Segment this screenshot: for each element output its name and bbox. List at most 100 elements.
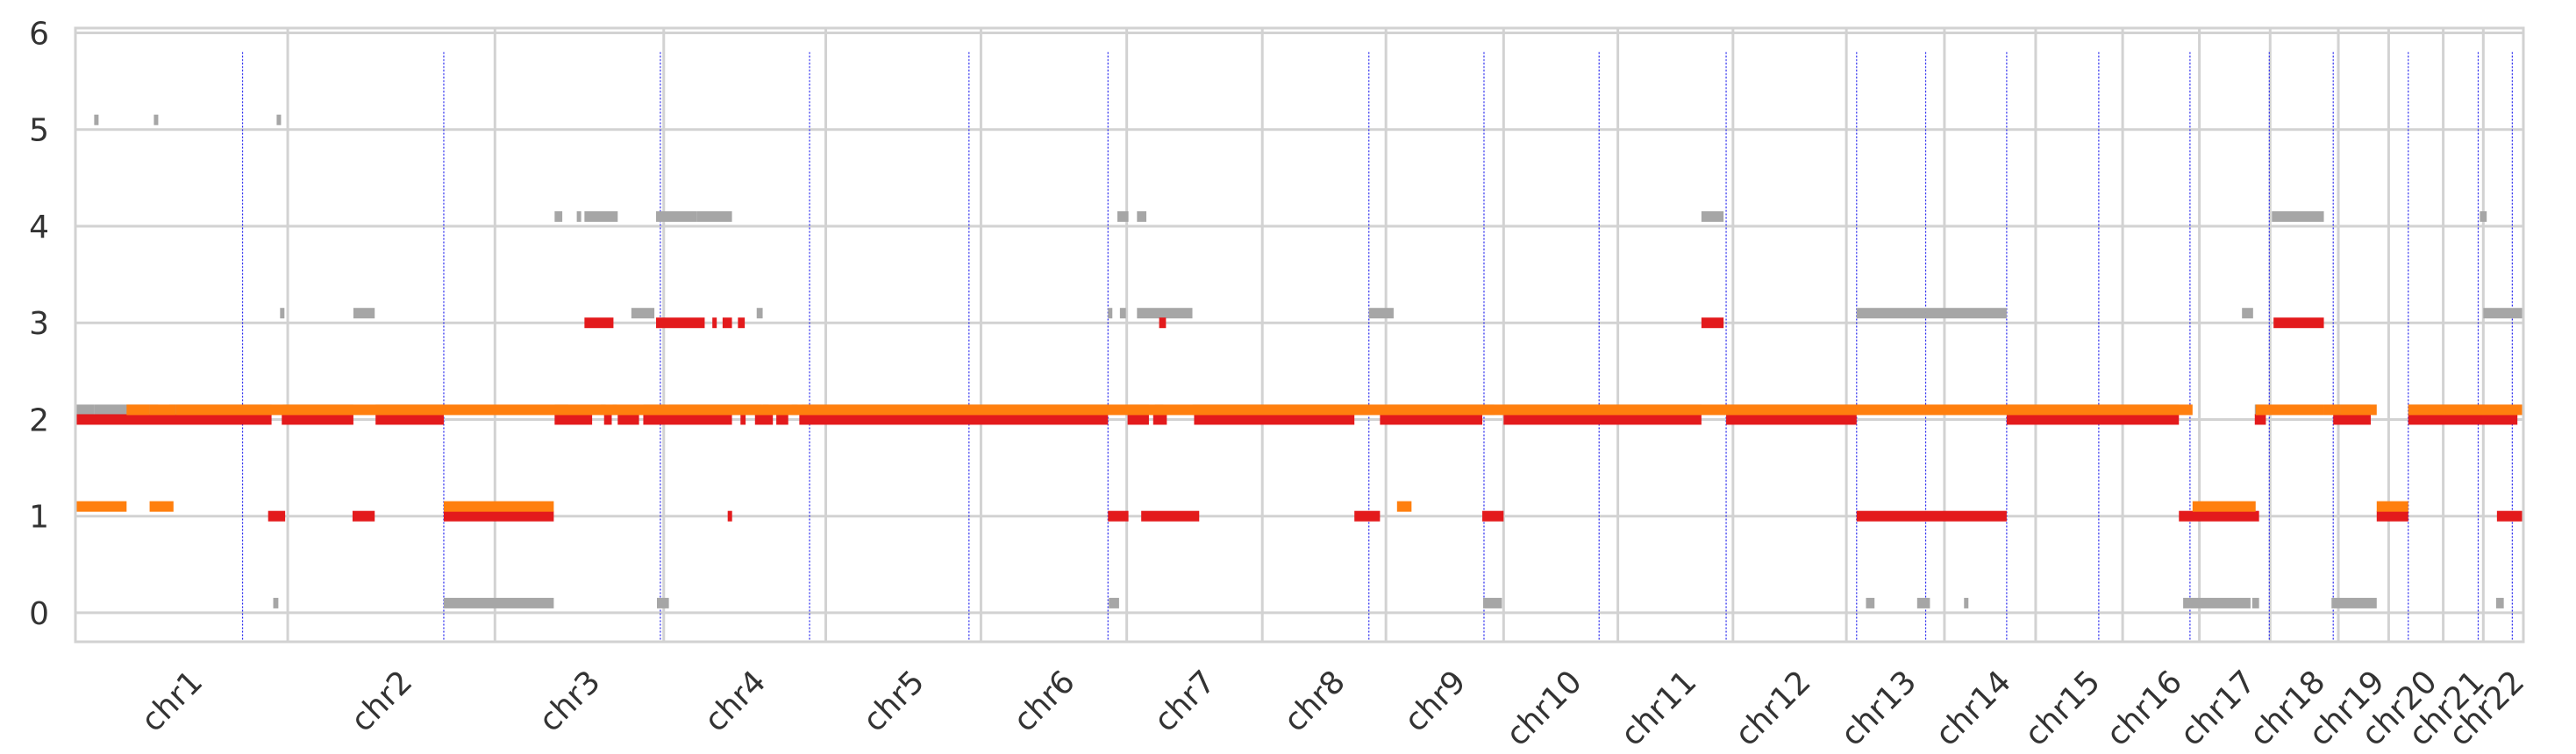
segment-orange-10 xyxy=(2340,404,2377,416)
segment-grey-38 xyxy=(1368,308,1394,319)
segment-orange-11 xyxy=(2376,501,2408,512)
segment-red-2 xyxy=(375,414,444,425)
series-orange-layer xyxy=(75,404,2523,512)
y-tick-label-0: 0 xyxy=(29,596,49,632)
segment-red-31 xyxy=(1726,414,1857,425)
segment-red-22 xyxy=(1127,414,1149,425)
segment-red-23 xyxy=(1152,414,1167,425)
segment-grey-29 xyxy=(1108,308,1113,319)
segment-grey-54 xyxy=(2272,210,2324,222)
segment-grey-33 xyxy=(1137,210,1147,222)
segment-red-39 xyxy=(2408,414,2518,425)
segment-grey-3 xyxy=(75,404,95,416)
segment-grey-42 xyxy=(1701,210,1724,222)
segment-grey-45 xyxy=(1925,308,2007,319)
y-tick-label-2: 2 xyxy=(29,402,49,438)
segment-grey-37 xyxy=(1109,597,1119,608)
segment-red-19 xyxy=(722,317,732,329)
segment-red-5 xyxy=(443,510,554,522)
segment-orange-5 xyxy=(443,501,554,512)
segment-red-33 xyxy=(2006,414,2180,425)
segment-red-35 xyxy=(2254,414,2266,425)
axes-frame-layer xyxy=(74,26,2525,644)
y-tick-label-5: 5 xyxy=(29,113,49,149)
segment-grey-23 xyxy=(576,210,582,222)
segment-grey-40 xyxy=(1482,597,1502,608)
segment-red-38 xyxy=(2376,510,2408,522)
y-tick-label-6: 6 xyxy=(29,17,49,53)
segment-grey-28 xyxy=(656,597,669,608)
axes-frame xyxy=(74,26,2525,644)
segment-red-1 xyxy=(282,414,353,425)
segment-grey-11 xyxy=(273,597,279,608)
series-red-layer xyxy=(75,317,2523,522)
segment-orange-3 xyxy=(175,404,2193,416)
segment-red-13 xyxy=(799,414,1109,425)
segment-grey-26 xyxy=(696,210,732,222)
segment-red-16 xyxy=(727,510,732,522)
segment-orange-9 xyxy=(2323,404,2341,416)
segment-grey-27 xyxy=(756,308,763,319)
segment-red-24 xyxy=(1194,414,1355,425)
segment-grey-61 xyxy=(2495,597,2504,608)
segment-red-21 xyxy=(1141,510,1200,522)
segment-grey-12 xyxy=(443,597,554,608)
segment-orange-0 xyxy=(75,501,127,512)
segment-red-11 xyxy=(754,414,774,425)
y-tick-label-3: 3 xyxy=(29,306,49,342)
segment-red-4 xyxy=(352,510,375,522)
segment-grey-22 xyxy=(584,210,618,222)
y-tick-label-4: 4 xyxy=(29,210,49,245)
segment-red-32 xyxy=(1856,510,2007,522)
segment-grey-10 xyxy=(353,308,375,319)
segment-red-14 xyxy=(584,317,614,329)
segment-red-34 xyxy=(2179,510,2259,522)
y-tick-labels: 0 1 2 3 4 5 6 xyxy=(29,17,49,632)
segment-red-28 xyxy=(1482,510,1504,522)
segment-red-27 xyxy=(1380,414,1483,425)
y-tick-label-1: 1 xyxy=(29,500,49,536)
segment-red-30 xyxy=(1701,317,1724,329)
segment-grey-9 xyxy=(280,308,285,319)
segment-red-3 xyxy=(268,510,286,522)
segment-grey-50 xyxy=(2183,597,2251,608)
segment-grey-60 xyxy=(2483,308,2523,319)
segment-grey-47 xyxy=(1916,597,1930,608)
segment-grey-59 xyxy=(2480,210,2487,222)
segment-red-8 xyxy=(617,414,639,425)
segment-grey-56 xyxy=(2331,597,2377,608)
segment-grey-30 xyxy=(1119,308,1126,319)
segment-grey-0 xyxy=(94,114,99,125)
segment-red-17 xyxy=(656,317,705,329)
segment-grey-32 xyxy=(1117,210,1129,222)
segment-red-12 xyxy=(776,414,788,425)
segment-red-40 xyxy=(2496,510,2523,522)
segment-red-15 xyxy=(738,317,746,329)
segment-orange-7 xyxy=(2192,501,2256,512)
segment-orange-8 xyxy=(2255,404,2324,416)
segment-red-0 xyxy=(75,414,272,425)
segment-grey-25 xyxy=(656,210,697,222)
segment-grey-48 xyxy=(1964,597,1969,608)
breakpoint-layer xyxy=(241,52,2513,642)
segment-grey-44 xyxy=(1856,308,1926,319)
segment-grey-2 xyxy=(276,114,282,125)
segment-orange-2 xyxy=(149,404,176,416)
segment-red-25 xyxy=(1159,317,1167,329)
segment-red-6 xyxy=(554,414,593,425)
segment-orange-6 xyxy=(1396,501,1412,512)
segment-red-7 xyxy=(603,414,612,425)
segment-red-9 xyxy=(643,414,732,425)
segment-orange-12 xyxy=(2408,404,2523,416)
segment-grey-46 xyxy=(1866,597,1875,608)
segment-grey-31 xyxy=(1137,308,1193,319)
segment-red-29 xyxy=(1503,414,1702,425)
segment-grey-51 xyxy=(2251,597,2259,608)
segment-red-37 xyxy=(2333,414,2371,425)
segment-orange-4 xyxy=(149,501,174,512)
segment-grey-24 xyxy=(631,308,655,319)
segment-red-20 xyxy=(1108,510,1129,522)
segment-grey-52 xyxy=(2242,308,2253,319)
